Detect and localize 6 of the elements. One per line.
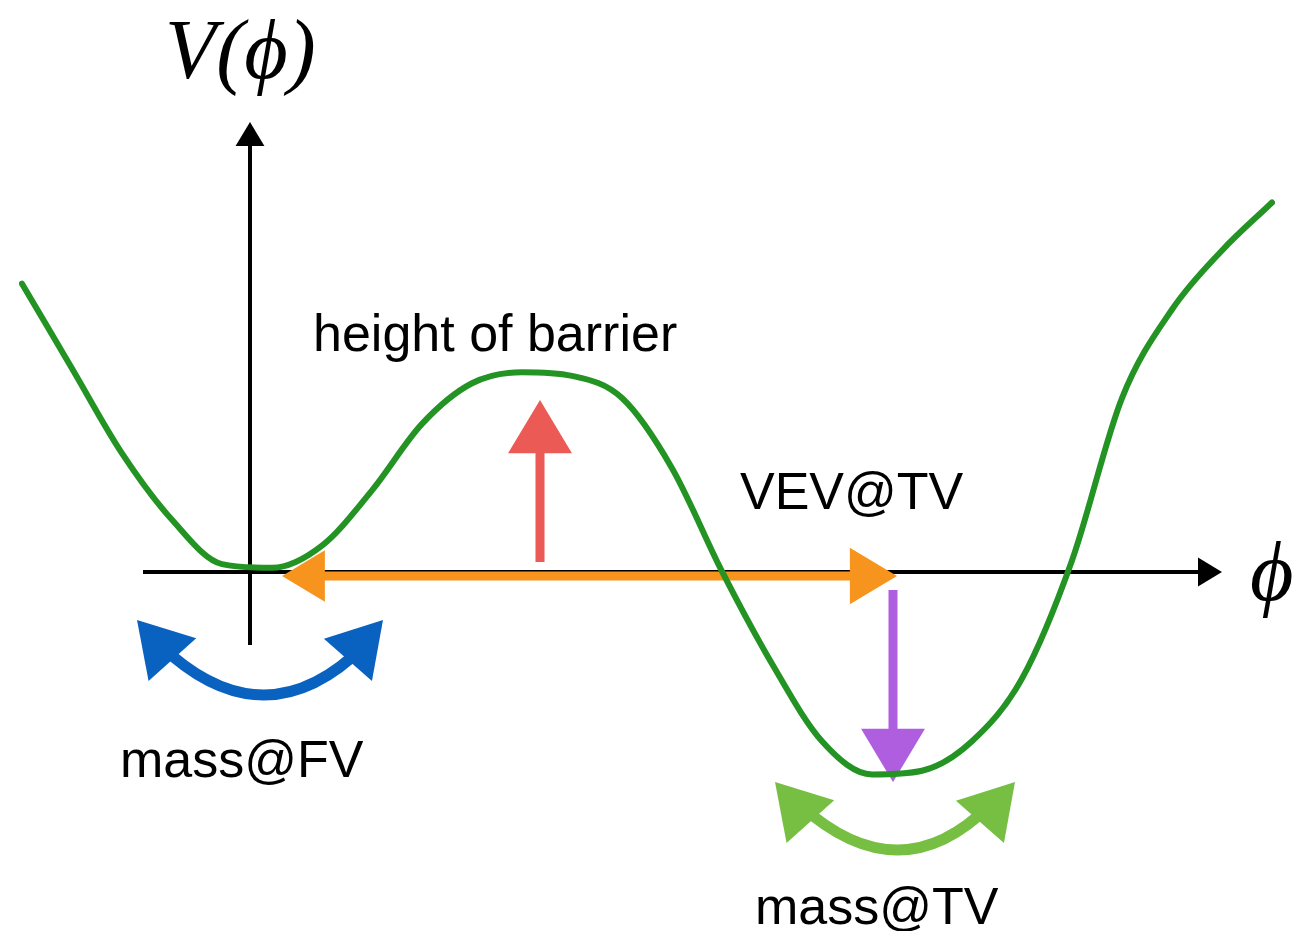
y-axis-title: V(ϕ) — [165, 3, 316, 96]
text: mass@TV — [755, 877, 999, 931]
annotation: mass@FV — [120, 730, 364, 788]
x-axis-title: ϕ — [1250, 525, 1294, 618]
annotation: height of barrier — [313, 304, 678, 362]
annotation: VEV@TV — [740, 462, 964, 520]
